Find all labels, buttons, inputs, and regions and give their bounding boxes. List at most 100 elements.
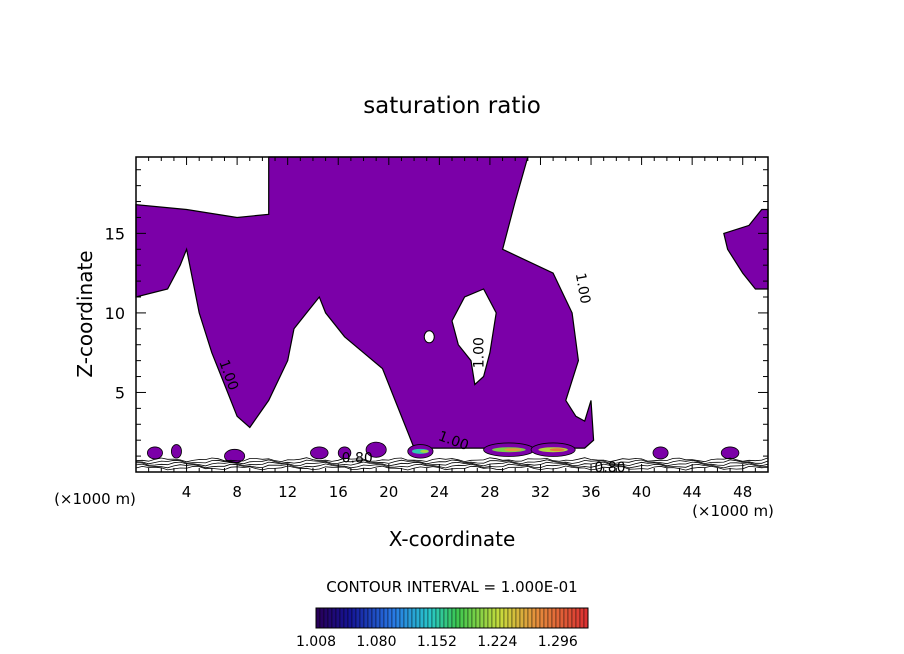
colorbar-swatch-16 bbox=[379, 607, 385, 629]
colorbar-swatch-30 bbox=[435, 607, 441, 629]
y-axis-ticks: 5 10 15 bbox=[105, 169, 768, 457]
colorbar-swatch-4 bbox=[331, 607, 337, 629]
colorbar-swatch-19 bbox=[391, 607, 397, 629]
near-surface-contour-2 bbox=[135, 461, 769, 467]
contour-interval-text: CONTOUR INTERVAL = 1.000E-01 bbox=[326, 578, 577, 596]
x-tick-label-7: 32 bbox=[531, 483, 550, 501]
contour-label-4: 0.80 bbox=[342, 450, 373, 466]
contour-label-1: 1.00 bbox=[472, 337, 488, 368]
colorbar-swatch-49 bbox=[511, 607, 517, 629]
x-tick-label-5: 24 bbox=[430, 483, 449, 501]
colorbar-swatch-43 bbox=[487, 607, 493, 629]
colorbar-swatch-40 bbox=[475, 607, 481, 629]
x-tick-label-10: 44 bbox=[683, 483, 702, 501]
colorbar-swatch-9 bbox=[351, 607, 357, 629]
colorbar-swatch-55 bbox=[535, 607, 541, 629]
colorbar-swatch-36 bbox=[459, 607, 465, 629]
colorbar-swatch-14 bbox=[371, 607, 377, 629]
x-axis-ticks: 4 8 12 16 20 24 28 32 36 40 44 48 bbox=[148, 157, 756, 501]
colorbar-swatch-52 bbox=[523, 607, 529, 629]
colorbar-swatch-22 bbox=[403, 607, 409, 629]
colorbar-label-3: 1.224 bbox=[477, 634, 517, 650]
colorbar-swatch-34 bbox=[451, 607, 457, 629]
colorbar-swatch-7 bbox=[343, 607, 349, 629]
dry-pocket bbox=[451, 288, 497, 386]
contour-label-0: 1.00 bbox=[572, 272, 593, 305]
colorbar-swatch-20 bbox=[395, 607, 401, 629]
colorbar-swatch-21 bbox=[399, 607, 405, 629]
contour-label-5: 0.80 bbox=[594, 460, 625, 476]
low-level-cell-4 bbox=[337, 446, 352, 460]
y-tick-label-0: 5 bbox=[115, 383, 125, 402]
colorbar-swatch-54 bbox=[531, 607, 537, 629]
colorbar-swatch-39 bbox=[471, 607, 477, 629]
low-level-cell-1 bbox=[170, 444, 182, 459]
near-surface-contour-3 bbox=[135, 459, 769, 465]
x-tick-label-1: 8 bbox=[232, 483, 242, 501]
colorbar-swatch-5 bbox=[335, 607, 341, 629]
plot-area: 1.001.001.001.000.800.80 bbox=[135, 156, 769, 476]
upper-right-supersaturated-region bbox=[723, 208, 769, 290]
near-surface-contour-1 bbox=[135, 463, 769, 469]
chart-title: saturation ratio bbox=[363, 93, 541, 119]
colorbar-swatch-32 bbox=[443, 607, 449, 629]
colorbar-swatch-29 bbox=[431, 607, 437, 629]
colorbar-swatch-28 bbox=[427, 607, 433, 629]
colorbar-swatch-61 bbox=[559, 607, 565, 629]
colorbar-swatch-13 bbox=[367, 607, 373, 629]
colorbar-swatch-48 bbox=[507, 607, 513, 629]
colorbar-label-0: 1.008 bbox=[296, 634, 336, 650]
colorbar-swatch-41 bbox=[479, 607, 485, 629]
low-level-cell-peak-8 bbox=[549, 448, 565, 452]
y-tick-label-2: 15 bbox=[105, 224, 125, 243]
z-axis-unit: (×1000 m) bbox=[692, 502, 774, 520]
colorbar-swatch-57 bbox=[543, 607, 549, 629]
colorbar-swatch-2 bbox=[323, 607, 329, 629]
colorbar-swatch-38 bbox=[467, 607, 473, 629]
colorbar-swatch-65 bbox=[575, 607, 581, 629]
dry-pocket-small bbox=[423, 330, 435, 344]
low-level-cell-peak-6 bbox=[420, 449, 429, 453]
colorbar-swatch-59 bbox=[551, 607, 557, 629]
colorbar-swatch-37 bbox=[463, 607, 469, 629]
x-tick-label-4: 20 bbox=[379, 483, 398, 501]
colorbar-swatch-67 bbox=[583, 607, 589, 629]
colorbar-swatch-56 bbox=[539, 607, 545, 629]
colorbar-swatch-12 bbox=[363, 607, 369, 629]
colorbar-swatch-23 bbox=[407, 607, 413, 629]
colorbar-swatch-63 bbox=[567, 607, 573, 629]
colorbar-swatch-17 bbox=[383, 607, 389, 629]
colorbar-swatch-66 bbox=[579, 607, 585, 629]
colorbar-swatch-62 bbox=[563, 607, 569, 629]
colorbar-swatch-47 bbox=[503, 607, 509, 629]
colorbar-swatch-15 bbox=[375, 607, 381, 629]
colorbar-swatch-27 bbox=[423, 607, 429, 629]
x-tick-label-6: 28 bbox=[480, 483, 499, 501]
x-tick-label-11: 48 bbox=[733, 483, 752, 501]
low-level-cell-9 bbox=[652, 446, 669, 460]
colorbar-swatch-35 bbox=[455, 607, 461, 629]
x-tick-label-2: 12 bbox=[278, 483, 297, 501]
colorbar-swatch-3 bbox=[327, 607, 333, 629]
colorbar-swatch-24 bbox=[411, 607, 417, 629]
colorbar-label-4: 1.296 bbox=[538, 634, 578, 650]
colorbar-frame bbox=[315, 607, 589, 629]
colorbar-swatch-45 bbox=[495, 607, 501, 629]
x-tick-label-0: 4 bbox=[182, 483, 192, 501]
colorbar-swatch-0 bbox=[315, 607, 321, 629]
low-level-cell-peak-7 bbox=[504, 448, 522, 452]
colorbar-swatch-58 bbox=[547, 607, 553, 629]
x-axis-unit-left: (×1000 m) bbox=[54, 490, 136, 508]
colorbar-swatch-10 bbox=[355, 607, 361, 629]
x-tick-label-3: 16 bbox=[329, 483, 348, 501]
x-axis-label: X-coordinate bbox=[389, 527, 516, 551]
colorbar-swatch-33 bbox=[447, 607, 453, 629]
colorbar-swatch-50 bbox=[515, 607, 521, 629]
colorbar-swatch-8 bbox=[347, 607, 353, 629]
colorbar-swatch-31 bbox=[439, 607, 445, 629]
y-tick-label-1: 10 bbox=[105, 304, 125, 323]
colorbar: 1.008 1.080 1.152 1.224 1.296 bbox=[296, 607, 589, 650]
y-axis-label: Z-coordinate bbox=[73, 250, 97, 377]
low-level-cell-3 bbox=[310, 446, 329, 460]
